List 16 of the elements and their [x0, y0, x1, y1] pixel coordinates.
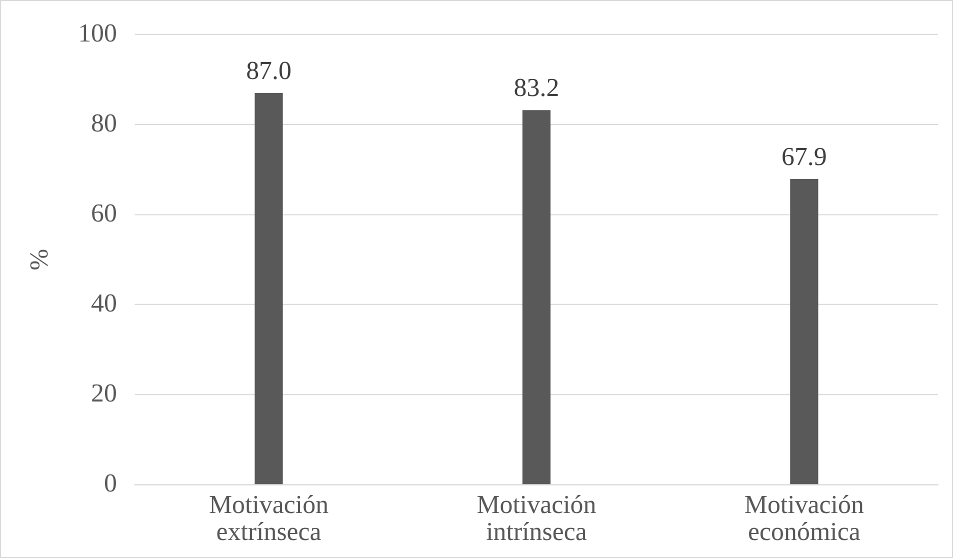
data-label: 87.0: [246, 56, 292, 85]
data-label: 83.2: [514, 73, 560, 102]
x-tick-label: Motivación económica: [744, 490, 864, 546]
y-tick-label: 20: [91, 378, 117, 408]
x-tick-label: Motivación extrínseca: [209, 490, 329, 546]
y-tick-label: 0: [104, 468, 117, 498]
x-tick-label: Motivación intrínseca: [476, 490, 596, 546]
y-axis-title: %: [24, 248, 54, 270]
y-tick-label: 40: [91, 288, 117, 318]
y-tick-label: 80: [91, 108, 117, 138]
y-tick-label: 100: [78, 18, 117, 48]
y-tick-label: 60: [91, 198, 117, 228]
data-label: 67.9: [781, 142, 827, 171]
bar: [790, 178, 818, 484]
bar: [254, 93, 283, 484]
bar: [522, 110, 551, 484]
